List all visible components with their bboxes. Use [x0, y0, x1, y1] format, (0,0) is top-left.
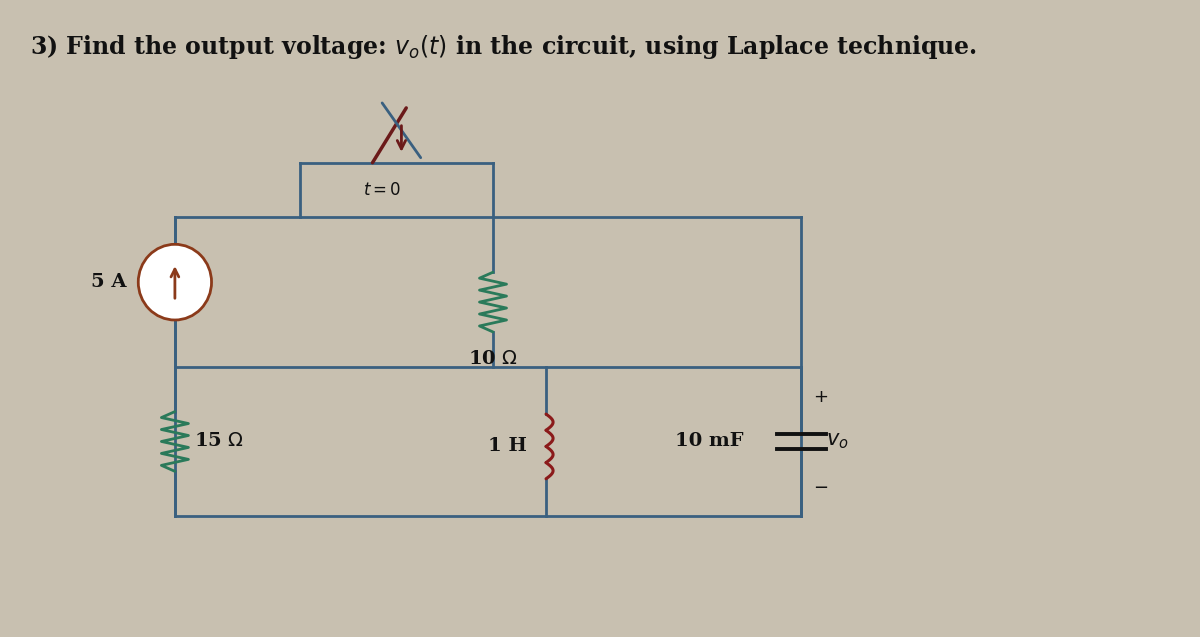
- Text: 10 $\Omega$: 10 $\Omega$: [468, 350, 518, 368]
- Text: $v_o$: $v_o$: [826, 432, 848, 451]
- Text: 10 mF: 10 mF: [676, 433, 744, 450]
- Text: +: +: [814, 388, 828, 406]
- Text: $t = 0$: $t = 0$: [362, 182, 401, 199]
- Circle shape: [138, 245, 211, 320]
- Text: $-$: $-$: [814, 477, 828, 495]
- Text: 5 A: 5 A: [91, 273, 127, 291]
- Text: 1 H: 1 H: [488, 438, 527, 455]
- Text: 3) Find the output voltage: $\mathit{v_o(t)}$ in the circuit, using Laplace tech: 3) Find the output voltage: $\mathit{v_o…: [30, 33, 978, 61]
- Text: 15 $\Omega$: 15 $\Omega$: [194, 433, 245, 450]
